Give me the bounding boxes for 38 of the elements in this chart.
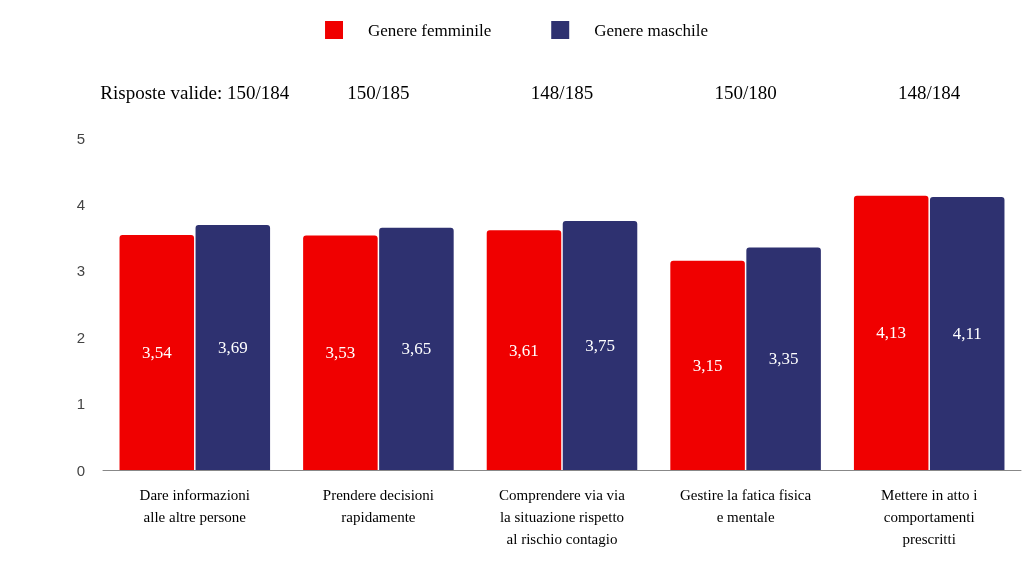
y-tick-label: 0 [76,461,85,479]
text: Risposte valide: 150/184 [100,82,290,103]
bar [670,260,745,470]
y-tick-label: 1 [76,395,85,413]
bar [929,197,1005,470]
y-tick-label: 5 [76,129,85,147]
bar [486,230,562,470]
bar [303,235,378,470]
x-tick-label: Mettere in atto i comportamenti prescritti [881,487,978,547]
legend-label: Genere femminile [368,20,492,40]
y-tick-label: 3 [76,262,85,280]
y-tick-label: 2 [76,328,85,346]
data-label: 3,75 [585,336,615,355]
data-label: 3,15 [692,355,723,375]
data-label: 3,61 [509,340,539,360]
bar [195,224,271,470]
bar [853,195,929,470]
data-label: 3,53 [325,343,356,363]
text: 150/180 [714,82,777,103]
data-label: 3,35 [768,349,799,369]
x-tick-label: Comprendere via via la situazione rispetto al rischio contagio [499,487,626,547]
bar [119,234,195,470]
x-tick-label: Dare informazioni alle altre persone [139,487,250,525]
bar [379,227,454,470]
bar [562,221,638,470]
data-label: 3,65 [401,339,432,359]
text: 150/185 [347,82,410,103]
y-tick-label: 4 [76,195,85,213]
text: 148/185 [530,82,594,103]
data-label: 4,13 [876,323,907,343]
data-label: 3,69 [217,337,248,357]
data-label: 4,11 [952,324,982,344]
x-tick-label: Prendere decisioni rapidamente [322,487,435,525]
x-tick-label: Gestire la fatica fisica e mentale [680,487,812,525]
data-label: 3,54 [141,342,173,362]
legend-label: Genere maschile [594,20,708,40]
text: 148/184 [898,82,961,103]
bar [746,247,821,470]
